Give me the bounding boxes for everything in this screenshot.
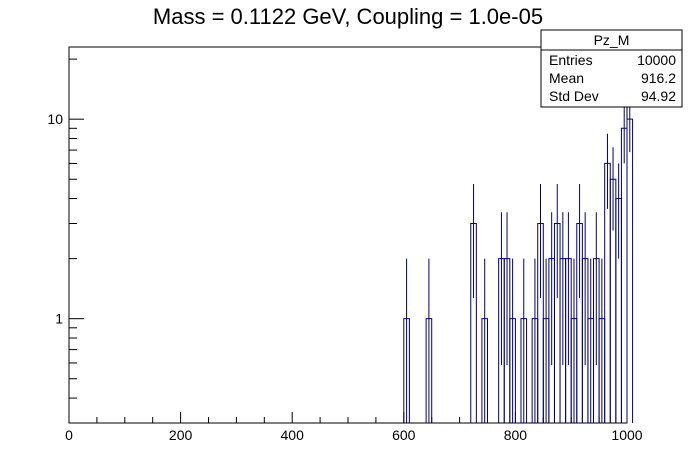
bin-bar: [620, 127, 628, 423]
histogram-bin: [520, 258, 528, 423]
bin-bar: [626, 118, 634, 423]
x-tick-label: 800: [504, 427, 528, 443]
histogram-bin: [470, 184, 477, 423]
histogram-bin: [565, 212, 572, 423]
histogram-bin: [403, 258, 410, 423]
stats-stddev-value: 94.92: [641, 88, 676, 104]
histogram-bin: [604, 133, 611, 423]
histogram-bin: [498, 212, 505, 423]
stats-mean-value: 916.2: [641, 70, 676, 86]
histogram-bin: [553, 184, 561, 423]
stats-box-frame: [540, 29, 683, 108]
x-tick-label: 600: [392, 427, 416, 443]
histogram-bin: [509, 258, 516, 423]
stats-stddev-label: Std Dev: [549, 88, 599, 104]
x-tick-label: 200: [169, 427, 193, 443]
axes: 0 200 400 600 800 1000 1 10: [47, 58, 643, 443]
histogram-bin: [537, 184, 544, 423]
histogram-bin: [587, 258, 595, 423]
x-tick-label: 400: [281, 427, 305, 443]
histogram-bin: [609, 147, 617, 423]
histogram-bin: [581, 212, 589, 423]
histogram-bin: [598, 258, 606, 423]
histogram-bin: [576, 184, 583, 423]
stats-box: Pz_M Entries 10000 Mean 916.2 Std Dev 94…: [540, 29, 683, 108]
histogram-bin: [615, 163, 622, 423]
histogram-bin: [503, 212, 511, 423]
histogram-bin: [481, 258, 488, 423]
histogram-bin: [542, 258, 550, 423]
histogram-bin: [626, 95, 634, 423]
histogram-bin: [559, 212, 567, 423]
stats-histogram-name: Pz_M: [594, 32, 630, 48]
histogram-bin: [570, 258, 578, 423]
stats-entries-label: Entries: [549, 52, 593, 68]
histogram-bin: [548, 212, 555, 423]
histogram-bin: [593, 212, 600, 423]
x-tick-label: 0: [65, 427, 73, 443]
y-tick-label: 10: [47, 111, 63, 127]
chart-title: Mass = 0.1122 GeV, Coupling = 1.0e-05: [153, 4, 543, 29]
histogram-bin: [620, 103, 628, 423]
stats-mean-label: Mean: [549, 70, 584, 86]
stats-entries-value: 10000: [637, 52, 676, 68]
histogram-bins: [403, 95, 634, 423]
histogram-bin: [425, 258, 433, 423]
histogram-bin: [531, 258, 539, 423]
x-tick-label: 1000: [611, 427, 642, 443]
y-tick-label: 1: [55, 311, 63, 327]
